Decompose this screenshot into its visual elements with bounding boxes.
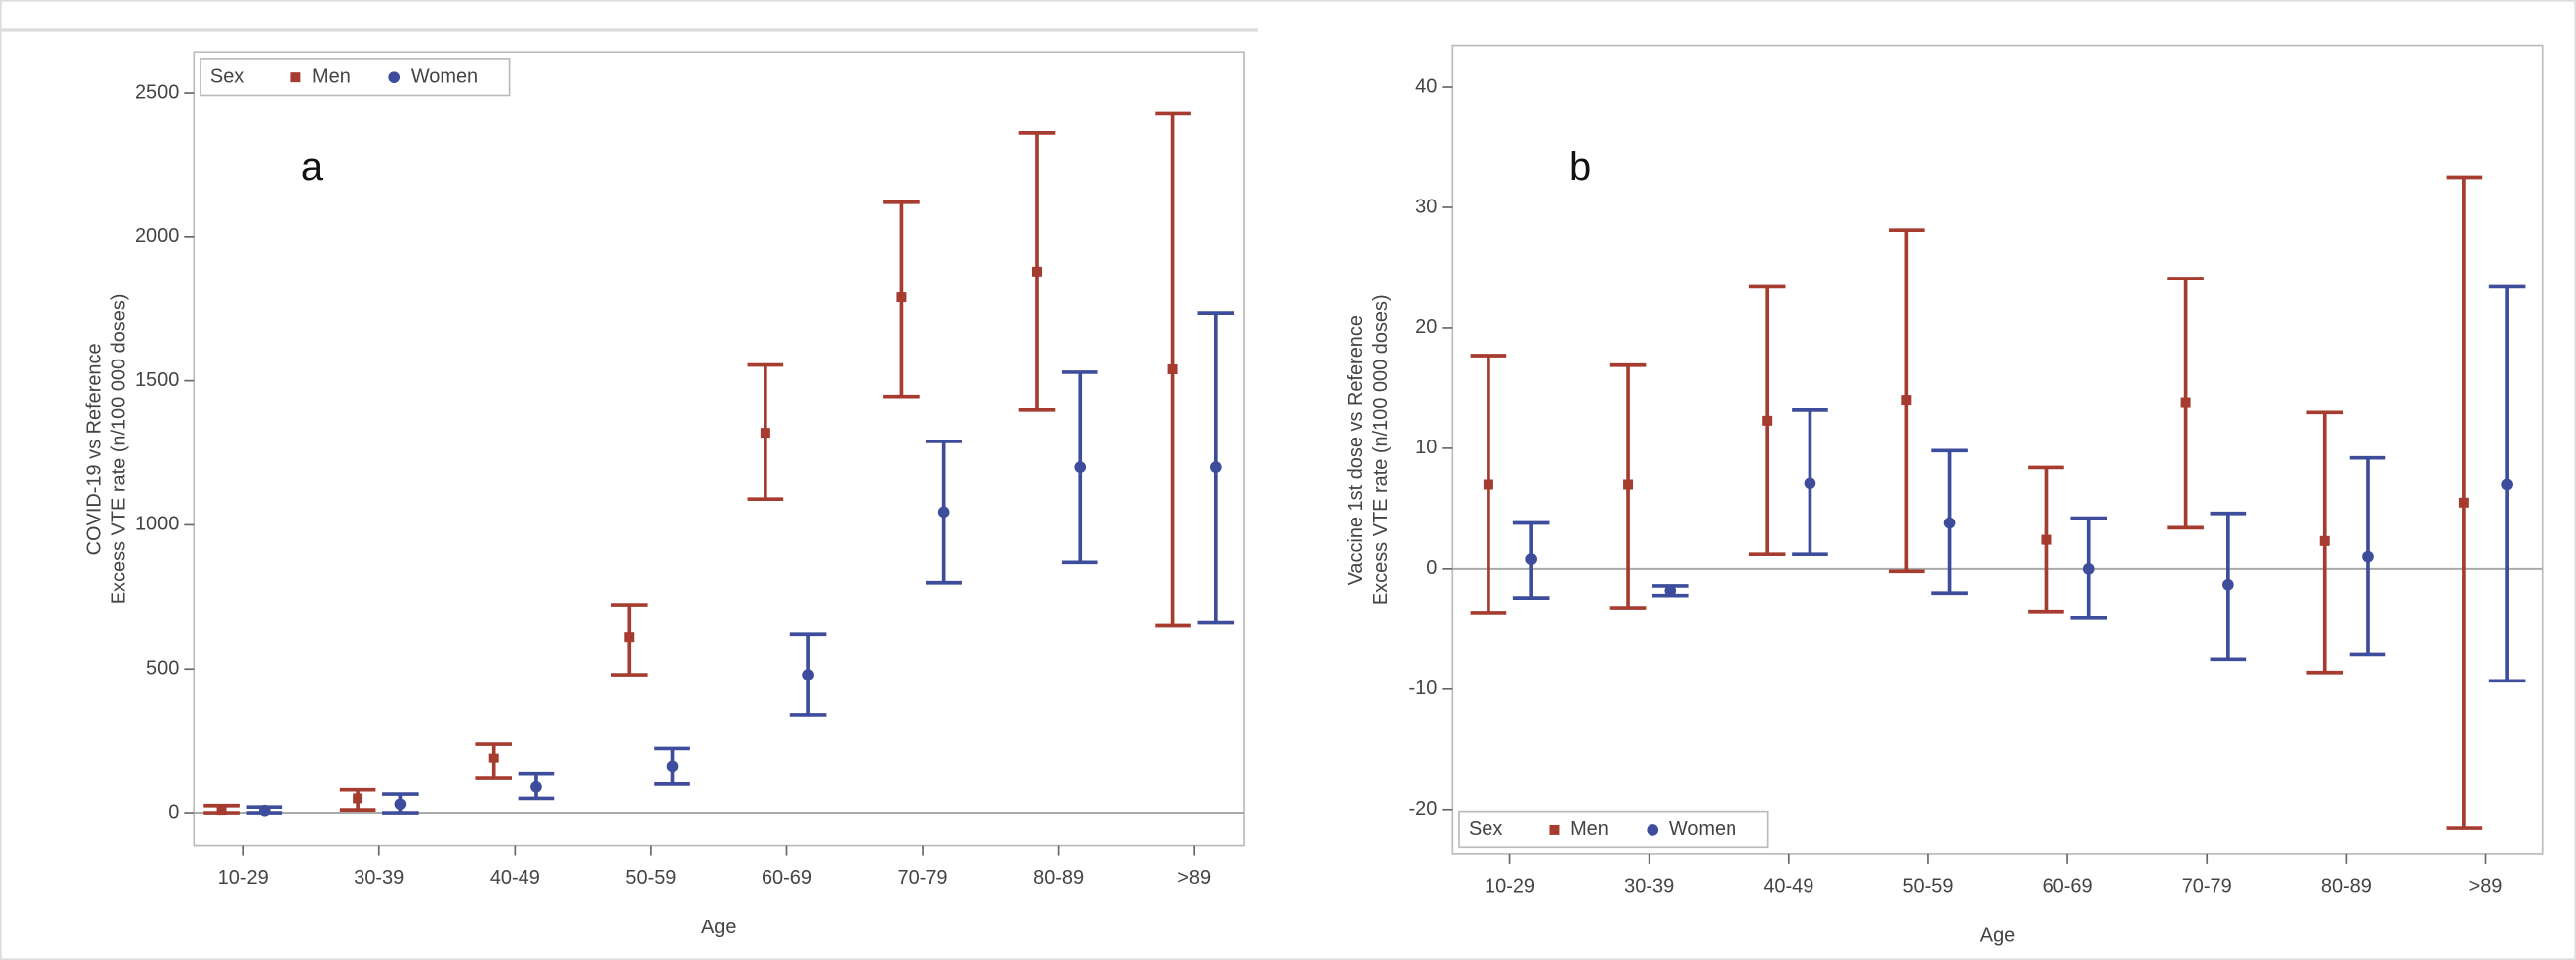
point (488, 753, 499, 763)
point (1901, 395, 1912, 406)
x-tick-label: 70-79 (898, 867, 948, 889)
y-tick-label: 30 (1415, 196, 1437, 217)
y-axis-label: Excess VTE rate (n/100 000 doses) (109, 294, 130, 605)
x-tick-label: 40-49 (490, 867, 540, 889)
panel-label: b (1570, 145, 1591, 189)
x-tick-label: 60-69 (2043, 875, 2093, 897)
y-tick-label: 0 (168, 801, 179, 823)
point (2319, 535, 2330, 546)
legend-label: Men (1570, 818, 1609, 840)
point (802, 669, 814, 680)
point (530, 780, 542, 793)
point (353, 793, 363, 804)
point (2458, 497, 2469, 508)
x-tick-label: 50-59 (625, 867, 676, 889)
y-tick-label: -20 (1409, 798, 1438, 820)
x-tick-label: >89 (2469, 875, 2503, 897)
point (258, 804, 271, 817)
point (1074, 461, 1087, 473)
x-tick-label: 30-39 (1624, 875, 1674, 897)
plot-area (1451, 44, 2544, 855)
point (1483, 479, 1493, 490)
y-axis-label: COVID-19 vs Reference (84, 343, 106, 555)
y-tick-label: 2500 (135, 81, 179, 103)
point (666, 760, 679, 773)
point (1943, 517, 1956, 529)
point (1209, 461, 1222, 473)
x-tick-label: 60-69 (762, 867, 812, 889)
legend-label: Women (1669, 818, 1736, 840)
legend-box (200, 58, 511, 97)
point (2362, 550, 2374, 563)
point (1032, 266, 1042, 277)
y-tick-label: 40 (1415, 75, 1437, 97)
point (1167, 363, 1178, 374)
point (2222, 578, 2234, 591)
point (2501, 478, 2513, 491)
point (1804, 477, 1816, 490)
x-tick-label: >89 (1177, 867, 1211, 889)
x-tick-label: 30-39 (354, 867, 404, 889)
y-tick-label: -10 (1409, 678, 1438, 699)
y-tick-label: 2000 (135, 225, 179, 247)
x-tick-label: 10-29 (1485, 875, 1535, 897)
x-tick-label: 50-59 (1902, 875, 1953, 897)
x-tick-label: 80-89 (1033, 867, 1084, 889)
x-tick-label: 70-79 (2182, 875, 2232, 897)
x-tick-label: 80-89 (2321, 875, 2372, 897)
point (760, 428, 770, 439)
point (937, 506, 950, 519)
point (1762, 415, 1773, 426)
point (896, 292, 907, 303)
panel-label: a (301, 145, 324, 189)
point (1623, 479, 1634, 490)
point (1647, 824, 1659, 836)
y-tick-label: 0 (1426, 557, 1437, 579)
x-tick-label: 40-49 (1763, 875, 1813, 897)
point (216, 805, 227, 816)
y-tick-label: 10 (1415, 437, 1437, 458)
legend-title: Sex (1469, 818, 1502, 840)
point (2180, 397, 2191, 408)
point (1525, 553, 1537, 565)
legend-box (1458, 810, 1769, 849)
x-axis-label: Age (1980, 924, 2015, 946)
point (1549, 824, 1560, 835)
x-axis-label: Age (701, 917, 736, 938)
legend-label: Men (312, 65, 351, 87)
point (394, 798, 407, 811)
x-tick-label: 10-29 (218, 867, 269, 889)
point (624, 632, 635, 643)
point (388, 71, 401, 83)
point (2082, 563, 2095, 575)
y-tick-label: 1500 (135, 369, 179, 391)
legend-title: Sex (210, 65, 244, 87)
point (290, 72, 301, 83)
plot-area (193, 51, 1245, 847)
point (1664, 584, 1677, 597)
y-tick-label: 1000 (135, 514, 179, 535)
y-tick-label: 20 (1415, 316, 1437, 338)
y-axis-label: Vaccine 1st dose vs Reference (1345, 315, 1367, 585)
point (2041, 534, 2052, 545)
y-tick-label: 500 (146, 658, 179, 680)
y-axis-label: Excess VTE rate (n/100 000 doses) (1370, 294, 1392, 605)
legend-label: Women (411, 65, 478, 87)
